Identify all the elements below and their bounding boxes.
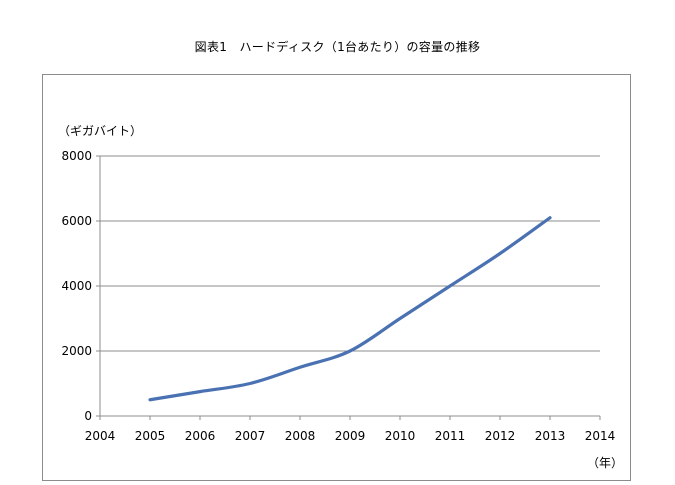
x-tick-label-2010: 2010: [385, 429, 416, 443]
x-tick-label-2006: 2006: [185, 429, 216, 443]
series-group: [148, 216, 552, 402]
x-tick-label-2009: 2009: [335, 429, 366, 443]
y-axis-label: （ギガバイト）: [58, 124, 142, 138]
axes: [96, 155, 601, 420]
x-tick-label-2007: 2007: [235, 429, 266, 443]
y-tick-label-8000: 8000: [61, 149, 92, 163]
x-tick-label-2008: 2008: [285, 429, 316, 443]
y-tick-label-6000: 6000: [61, 214, 92, 228]
y-tick-label-0: 0: [84, 409, 92, 423]
x-axis-label: （年）: [587, 456, 623, 470]
chart-title: 図表1 ハードディスク（1台あたり）の容量の推移: [194, 40, 481, 54]
chart-frame: [42, 74, 631, 481]
x-tick-label-2014: 2014: [585, 429, 616, 443]
y-tick-labels: 0 2000 4000 6000 8000: [61, 149, 92, 423]
x-tick-labels: 2004 2005 2006 2007 2008 2009 2010 2011 2012 2013…: [85, 429, 616, 443]
x-tick-label-2004: 2004: [85, 429, 116, 443]
gridlines: [100, 155, 600, 352]
x-tick-label-2012: 2012: [485, 429, 516, 443]
series-line-0: [148, 216, 552, 402]
y-tick-label-2000: 2000: [61, 344, 92, 358]
y-tick-label-4000: 4000: [61, 279, 92, 293]
x-tick-label-2005: 2005: [135, 429, 166, 443]
x-tick-label-2013: 2013: [535, 429, 566, 443]
x-tick-label-2011: 2011: [435, 429, 466, 443]
